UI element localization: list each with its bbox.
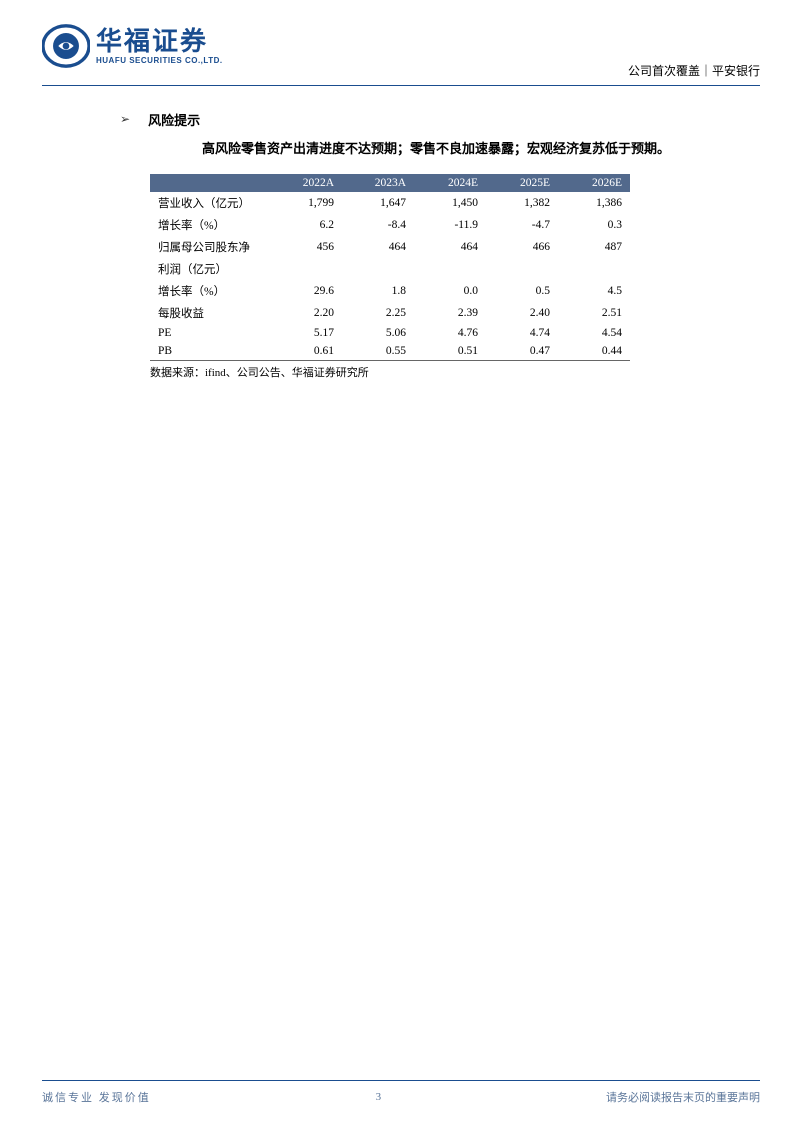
table-cell: 464 [342, 236, 414, 258]
table-cell: 456 [270, 236, 342, 258]
table-cell: 4.5 [558, 280, 630, 302]
table-cell: 归属母公司股东净 [150, 236, 270, 258]
table-cell [270, 258, 342, 280]
table-cell: 营业收入（亿元） [150, 192, 270, 214]
table-cell: 1.8 [342, 280, 414, 302]
logo-chinese: 华福证券 [96, 28, 223, 54]
page-header: 华福证券 HUAFU SECURITIES CO.,LTD. 公司首次覆盖｜平安… [0, 0, 802, 85]
table-cell: 2.39 [414, 302, 486, 324]
logo-section: 华福证券 HUAFU SECURITIES CO.,LTD. [42, 22, 223, 70]
table-cell [342, 258, 414, 280]
footer-content: 诚信专业 发现价值 3 请务必阅读报告末页的重要声明 [42, 1089, 760, 1105]
table-cell: 0.51 [414, 342, 486, 361]
table-header-cell: 2024E [414, 174, 486, 192]
table-cell: 0.47 [486, 342, 558, 361]
table-cell: 464 [414, 236, 486, 258]
table-cell: 1,382 [486, 192, 558, 214]
table-header-row: 2022A 2023A 2024E 2025E 2026E [150, 174, 630, 192]
table-cell [558, 258, 630, 280]
table-cell: 5.06 [342, 324, 414, 342]
table-row: PB0.610.550.510.470.44 [150, 342, 630, 361]
table-cell: 2.51 [558, 302, 630, 324]
table-cell: 每股收益 [150, 302, 270, 324]
table-cell: 利润（亿元） [150, 258, 270, 280]
table-header-cell: 2026E [558, 174, 630, 192]
bullet-icon: ➢ [120, 112, 130, 127]
footer-divider [42, 1080, 760, 1081]
table-cell: 0.61 [270, 342, 342, 361]
table-cell: 2.20 [270, 302, 342, 324]
table-cell: 1,386 [558, 192, 630, 214]
table-header-cell: 2025E [486, 174, 558, 192]
table-cell: 5.17 [270, 324, 342, 342]
section-title-row: ➢ 风险提示 [120, 110, 682, 129]
table-header-cell: 2022A [270, 174, 342, 192]
page-footer: 诚信专业 发现价值 3 请务必阅读报告末页的重要声明 [0, 1080, 802, 1105]
table-row: PE5.175.064.764.744.54 [150, 324, 630, 342]
table-row: 营业收入（亿元）1,7991,6471,4501,3821,386 [150, 192, 630, 214]
table-row: 归属母公司股东净456464464466487 [150, 236, 630, 258]
table-cell: 6.2 [270, 214, 342, 236]
table-cell: 0.44 [558, 342, 630, 361]
table-cell: 0.0 [414, 280, 486, 302]
table-cell: 487 [558, 236, 630, 258]
table-cell [414, 258, 486, 280]
footer-left: 诚信专业 发现价值 [42, 1089, 151, 1105]
table-cell: PB [150, 342, 270, 361]
table-cell: -8.4 [342, 214, 414, 236]
table-cell: 增长率（%） [150, 280, 270, 302]
table-cell: 29.6 [270, 280, 342, 302]
table-cell: 增长率（%） [150, 214, 270, 236]
logo-english: HUAFU SECURITIES CO.,LTD. [96, 56, 223, 65]
table-row: 增长率（%）6.2-8.4-11.9-4.70.3 [150, 214, 630, 236]
table-body: 营业收入（亿元）1,7991,6471,4501,3821,386增长率（%）6… [150, 192, 630, 361]
table-cell: -4.7 [486, 214, 558, 236]
table-cell: PE [150, 324, 270, 342]
table-row: 利润（亿元） [150, 258, 630, 280]
table-cell: 4.54 [558, 324, 630, 342]
table-header-cell [150, 174, 270, 192]
main-content: ➢ 风险提示 高风险零售资产出清进度不达预期；零售不良加速暴露；宏观经济复苏低于… [0, 86, 802, 380]
financial-table: 2022A 2023A 2024E 2025E 2026E 营业收入（亿元）1,… [150, 174, 630, 361]
table-cell: -11.9 [414, 214, 486, 236]
table-source: 数据来源：ifind、公司公告、华福证券研究所 [150, 364, 682, 380]
company-logo-icon [42, 22, 90, 70]
table-cell: 0.3 [558, 214, 630, 236]
footer-right: 请务必阅读报告末页的重要声明 [606, 1089, 760, 1105]
section-body: 高风险零售资产出清进度不达预期；零售不良加速暴露；宏观经济复苏低于预期。 [176, 139, 682, 160]
page-number: 3 [376, 1091, 382, 1103]
table-cell: 466 [486, 236, 558, 258]
table-cell: 1,647 [342, 192, 414, 214]
table-cell: 2.25 [342, 302, 414, 324]
table-cell: 1,799 [270, 192, 342, 214]
table-cell: 0.5 [486, 280, 558, 302]
table-cell [486, 258, 558, 280]
table-row: 增长率（%）29.61.80.00.54.5 [150, 280, 630, 302]
table-header-cell: 2023A [342, 174, 414, 192]
table-cell: 4.74 [486, 324, 558, 342]
table-cell: 4.76 [414, 324, 486, 342]
table-cell: 2.40 [486, 302, 558, 324]
logo-text: 华福证券 HUAFU SECURITIES CO.,LTD. [96, 28, 223, 65]
header-subtitle: 公司首次覆盖｜平安银行 [628, 62, 760, 85]
table-cell: 0.55 [342, 342, 414, 361]
table-row: 每股收益2.202.252.392.402.51 [150, 302, 630, 324]
section-title: 风险提示 [148, 110, 200, 129]
table-cell: 1,450 [414, 192, 486, 214]
